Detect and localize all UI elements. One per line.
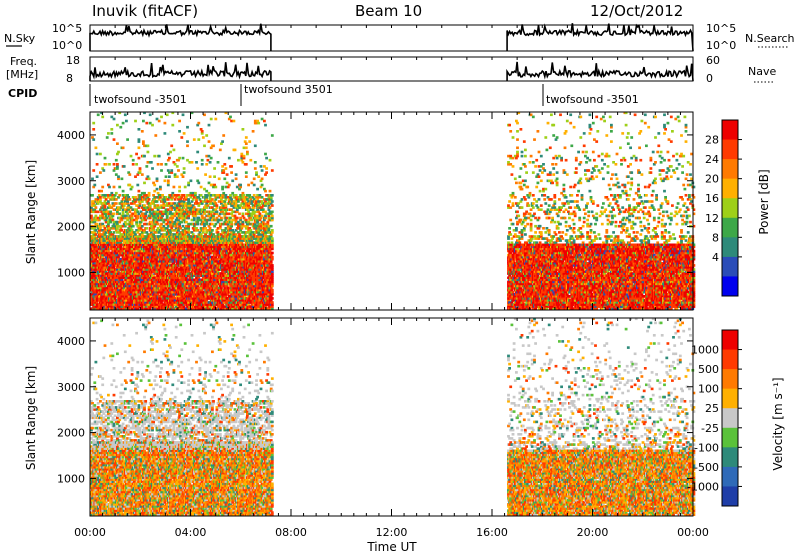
power-cell: [95, 147, 98, 150]
power-cell: [113, 186, 116, 189]
power-cell: [115, 202, 118, 205]
nsky-segment: [90, 24, 271, 51]
freq-trace: [90, 62, 693, 81]
power-cell: [125, 120, 128, 123]
power-cell: [115, 159, 118, 162]
power-cell: [96, 163, 99, 166]
power-cell: [101, 116, 104, 119]
cpid-row: CPID twofsound -3501 twofsound 3501 twof…: [8, 83, 639, 106]
cpid-entry-1: twofsound 3501: [244, 83, 333, 96]
freq-label: Freq.: [10, 55, 37, 68]
power-cell: [116, 163, 119, 166]
nsky-frame: [90, 25, 693, 51]
power-cell: [123, 165, 126, 168]
power-cell: [99, 153, 102, 156]
power-cell: [117, 151, 120, 154]
nsky-tick-bottom: 10^0: [52, 39, 82, 52]
power-cell: [95, 206, 98, 209]
power-cell: [128, 198, 131, 201]
power-cell: [91, 194, 94, 197]
power-cell: [122, 147, 125, 150]
power-cell: [118, 186, 121, 189]
freq-segment: [90, 62, 271, 81]
power-cell: [122, 122, 125, 125]
power-cell: [110, 128, 113, 131]
power-cell: [113, 138, 116, 141]
power-cell: [99, 171, 102, 174]
nsearch-tick-top: 10^5: [706, 22, 736, 35]
freq-tick-bottom: 8: [66, 72, 73, 85]
power-cell: [126, 138, 129, 141]
power-cell: [122, 190, 125, 193]
power-cell: [108, 186, 111, 189]
cpid-label: CPID: [8, 87, 37, 100]
power-cell: [113, 118, 116, 121]
power-cell: [93, 184, 96, 187]
power-cell: [102, 169, 105, 172]
cpid-entry-2: twofsound -3501: [546, 93, 639, 106]
nsearch-label: N.Search: [745, 32, 795, 45]
power-cell: [121, 178, 124, 181]
power-cell: [91, 178, 94, 181]
power-scatter: [90, 112, 695, 311]
nsky-tick-top: 10^5: [52, 22, 82, 35]
power-cell: [117, 175, 120, 178]
freq-panel: Freq. [MHz] 18 8 60 0 Nave: [6, 54, 776, 85]
power-cell: [92, 128, 95, 131]
date-title: 12/Oct/2012: [590, 2, 683, 20]
power-cell: [96, 153, 99, 156]
power-cell: [130, 155, 133, 158]
freq-tick-top: 18: [66, 54, 80, 67]
nave-label: Nave: [748, 65, 776, 78]
freq-segment: [507, 62, 693, 81]
nsky-segment: [507, 23, 693, 51]
power-cell: [106, 136, 109, 139]
power-cell: [119, 126, 122, 129]
power-cell: [108, 163, 111, 166]
nsky-panel: N.Sky 10^5 10^0 10^5 10^0 N.Search: [4, 22, 795, 52]
power-cell: [110, 132, 113, 135]
nsky-label: N.Sky: [4, 32, 36, 45]
freq-unit-label: [MHz]: [6, 68, 38, 81]
beam-title: Beam 10: [355, 2, 422, 20]
power-cell: [100, 190, 103, 193]
power-cell: [124, 114, 127, 117]
power-cell: [92, 169, 95, 172]
power-cell: [113, 213, 116, 216]
station-title: Inuvik (fitACF): [92, 2, 198, 20]
power-cell: [104, 157, 107, 160]
nave-tick-top: 60: [706, 54, 720, 67]
power-cell: [116, 142, 119, 145]
power-cell: [107, 132, 110, 135]
power-cell: [92, 138, 95, 141]
nave-tick-bottom: 0: [706, 72, 713, 85]
power-cell: [113, 163, 116, 166]
power-cell: [92, 122, 95, 125]
power-cell: [118, 194, 121, 197]
nsearch-tick-bottom: 10^0: [706, 39, 736, 52]
power-cell: [101, 186, 104, 189]
power-cell: [116, 124, 119, 127]
cpid-entry-0: twofsound -3501: [94, 93, 187, 106]
power-cell: [128, 173, 131, 176]
radar-figure: Inuvik (fitACF) Beam 10 12/Oct/2012 N.Sk…: [0, 0, 800, 554]
power-cell: [115, 192, 118, 195]
power-cell: [97, 114, 100, 117]
power-cell: [105, 163, 108, 166]
power-cell: [131, 186, 134, 189]
power-cell: [96, 175, 99, 178]
